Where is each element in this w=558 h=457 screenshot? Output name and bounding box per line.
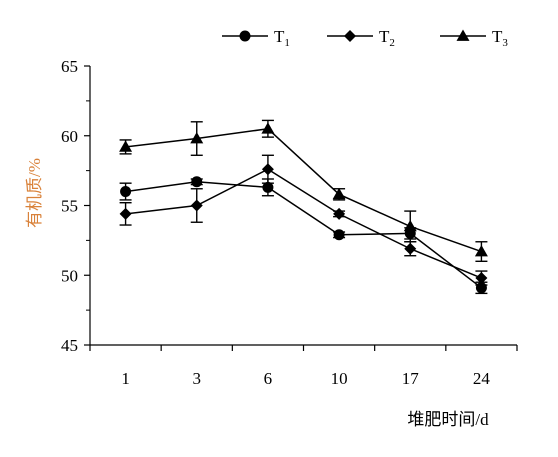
data-point-triangle <box>119 140 133 152</box>
data-point-triangle <box>190 132 204 144</box>
data-point-triangle <box>261 122 275 134</box>
data-point-circle <box>333 229 345 241</box>
data-point-diamond <box>119 207 132 220</box>
y-axis-label: 有机质/% <box>25 158 44 228</box>
data-point-triangle <box>403 219 417 232</box>
series-triangle <box>119 119 488 262</box>
series-line <box>125 127 482 253</box>
data-point-diamond <box>404 242 417 255</box>
series-layer <box>119 119 488 295</box>
x-axis-label: 堆肥时间/d <box>407 410 489 429</box>
legend-label: T2 <box>379 27 395 49</box>
x-tick-label: 1 <box>121 369 130 388</box>
series-diamond <box>119 154 488 286</box>
data-point-triangle <box>332 187 346 200</box>
legend-subscript: 2 <box>389 37 395 49</box>
legend-label: T1 <box>274 27 290 49</box>
data-point-circle <box>191 176 203 188</box>
legend-subscript: 3 <box>502 37 508 49</box>
x-tick-label: 3 <box>193 369 202 388</box>
y-tick-label: 55 <box>61 197 78 216</box>
x-tick-label: 17 <box>402 369 420 388</box>
series-circle <box>119 176 488 295</box>
x-tick-label: 10 <box>331 369 348 388</box>
x-tick-label: 6 <box>264 369 273 388</box>
data-point-diamond <box>261 163 274 176</box>
data-point-diamond <box>333 207 346 220</box>
series-line <box>125 168 482 279</box>
y-tick-label: 60 <box>61 127 78 146</box>
axes: 45 50 55 60 65 1 3 6 10 17 24 <box>61 57 518 388</box>
x-tick-label: 24 <box>473 369 491 388</box>
legend-marker-diamond <box>344 30 356 42</box>
legend-label: T3 <box>492 27 508 49</box>
y-tick-label: 50 <box>61 266 78 285</box>
legend-marker-circle <box>239 30 251 42</box>
data-point-circle <box>120 186 132 198</box>
y-tick-label: 65 <box>61 57 78 76</box>
legend-subscript: 1 <box>284 37 290 49</box>
legend-marker-triangle <box>456 29 470 41</box>
y-tick-label: 45 <box>61 336 78 355</box>
data-point-circle <box>262 181 274 193</box>
series-line <box>125 181 482 289</box>
data-point-triangle <box>474 245 488 257</box>
data-point-diamond <box>475 272 488 285</box>
legend: T1 T2 T3 <box>222 27 508 49</box>
data-point-diamond <box>190 199 203 212</box>
